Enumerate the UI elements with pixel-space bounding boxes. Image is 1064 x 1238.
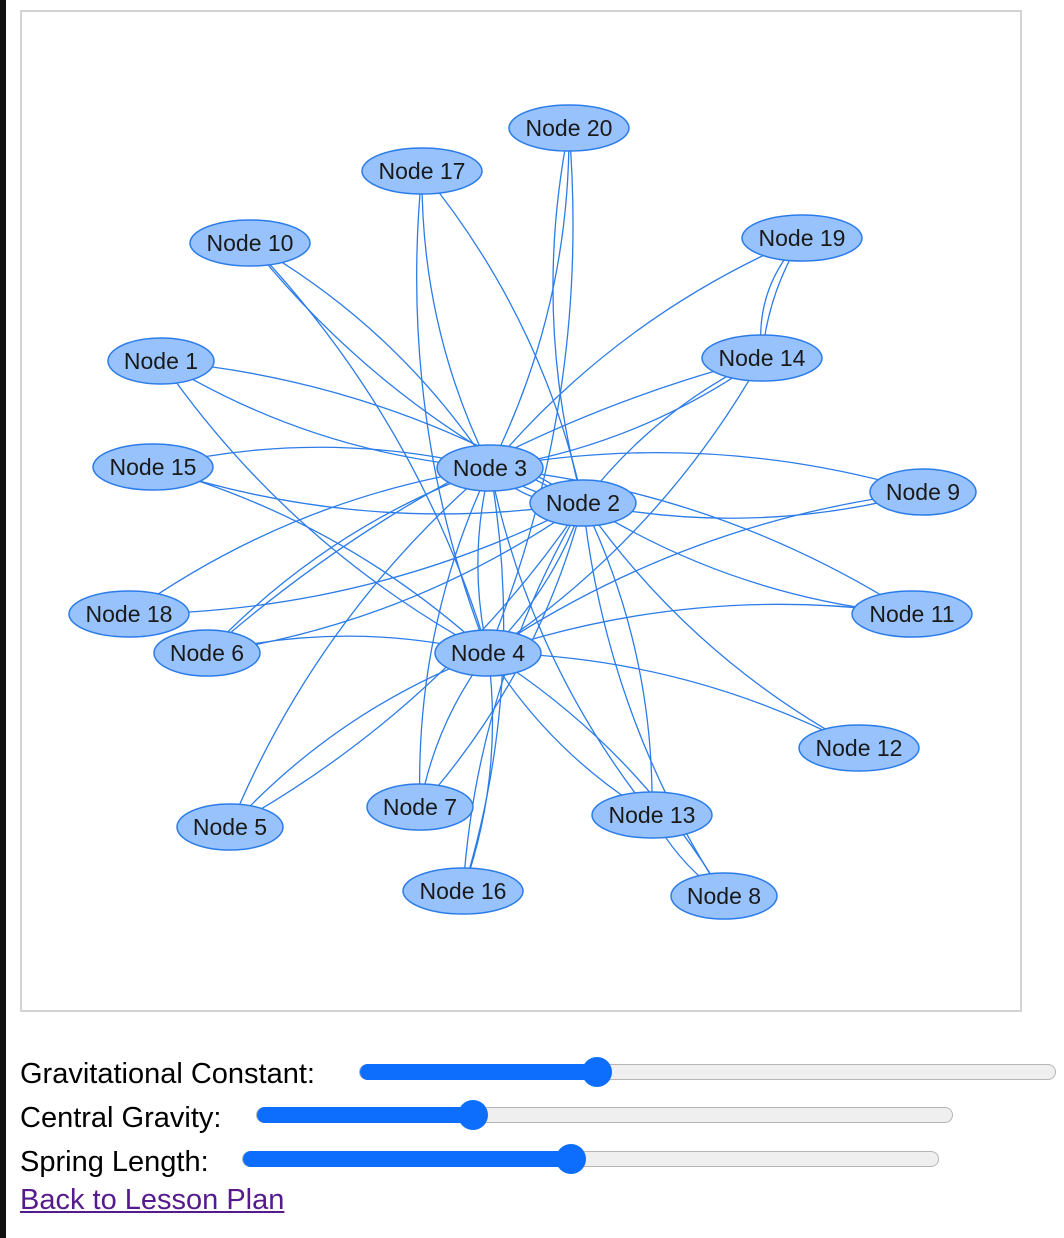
graph-edge (153, 467, 488, 653)
node-label: Node 5 (193, 814, 267, 840)
node-label: Node 8 (687, 883, 761, 909)
nodes-layer: Node 1 Node 2 Node 3 Node 4 Node 5 Node 6 Node… (69, 105, 976, 919)
central-gravity-label: Central Gravity: (20, 1102, 221, 1135)
back-to-lesson-plan-link[interactable]: Back to Lesson Plan (20, 1184, 284, 1217)
node-label: Node 13 (609, 802, 696, 828)
node-label: Node 4 (451, 640, 525, 666)
graph-node-n8[interactable]: Node 8 (671, 873, 777, 919)
graph-node-n7[interactable]: Node 7 (367, 784, 473, 830)
node-label: Node 15 (110, 454, 197, 480)
graph-edge (490, 128, 569, 468)
node-label: Node 16 (420, 878, 507, 904)
node-label: Node 18 (86, 601, 173, 627)
spring-length-slider[interactable] (242, 1151, 939, 1167)
node-label: Node 6 (170, 640, 244, 666)
graph-node-n14[interactable]: Node 14 (702, 335, 822, 381)
slider-thumb[interactable] (582, 1057, 612, 1087)
node-label: Node 19 (759, 225, 846, 251)
graph-node-n20[interactable]: Node 20 (509, 105, 629, 151)
graph-edge (583, 503, 859, 748)
graph-edge (488, 604, 912, 653)
spring-length-label: Spring Length: (20, 1146, 209, 1179)
graph-edge (583, 358, 762, 503)
graph-node-n9[interactable]: Node 9 (870, 469, 976, 515)
graph-node-n2[interactable]: Node 2 (530, 480, 636, 526)
graph-node-n17[interactable]: Node 17 (362, 148, 482, 194)
gravitational-constant-label: Gravitational Constant: (20, 1058, 315, 1091)
slider-fill (243, 1151, 571, 1167)
graph-edge (488, 653, 859, 748)
graph-node-n3[interactable]: Node 3 (437, 445, 543, 491)
graph-edge (129, 503, 583, 614)
graph-node-n18[interactable]: Node 18 (69, 591, 189, 637)
node-label: Node 12 (816, 735, 903, 761)
graph-edge (488, 653, 724, 896)
node-label: Node 2 (546, 490, 620, 516)
node-label: Node 3 (453, 455, 527, 481)
graph-node-n11[interactable]: Node 11 (852, 591, 972, 637)
graph-edge (161, 361, 490, 468)
graph-node-n12[interactable]: Node 12 (799, 725, 919, 771)
network-canvas[interactable]: Node 1 Node 2 Node 3 Node 4 Node 5 Node 6 Node… (20, 10, 1022, 1012)
graph-node-n16[interactable]: Node 16 (403, 868, 523, 914)
graph-node-n15[interactable]: Node 15 (93, 444, 213, 490)
central-gravity-slider[interactable] (256, 1107, 953, 1123)
slider-thumb[interactable] (458, 1100, 488, 1130)
node-label: Node 9 (886, 479, 960, 505)
node-label: Node 17 (379, 158, 466, 184)
left-edge-strip (0, 0, 6, 1238)
slider-fill (257, 1107, 473, 1123)
graph-node-n19[interactable]: Node 19 (742, 215, 862, 261)
graph-node-n4[interactable]: Node 4 (435, 630, 541, 676)
slider-thumb[interactable] (556, 1144, 586, 1174)
node-label: Node 7 (383, 794, 457, 820)
graph-node-n10[interactable]: Node 10 (190, 220, 310, 266)
node-label: Node 10 (207, 230, 294, 256)
gravitational-constant-slider[interactable] (359, 1064, 1056, 1080)
graph-edge (463, 653, 493, 891)
graph-node-n6[interactable]: Node 6 (154, 630, 260, 676)
network-graph[interactable]: Node 1 Node 2 Node 3 Node 4 Node 5 Node 6 Node… (22, 12, 1020, 1010)
graph-edge (207, 503, 583, 653)
node-label: Node 14 (719, 345, 806, 371)
graph-node-n1[interactable]: Node 1 (108, 338, 214, 384)
graph-edge (583, 503, 912, 614)
slider-fill (360, 1064, 597, 1080)
graph-edge (417, 171, 488, 653)
graph-node-n13[interactable]: Node 13 (592, 792, 712, 838)
node-label: Node 11 (869, 601, 954, 627)
graph-node-n5[interactable]: Node 5 (177, 804, 283, 850)
node-label: Node 20 (526, 115, 613, 141)
node-label: Node 1 (124, 348, 198, 374)
